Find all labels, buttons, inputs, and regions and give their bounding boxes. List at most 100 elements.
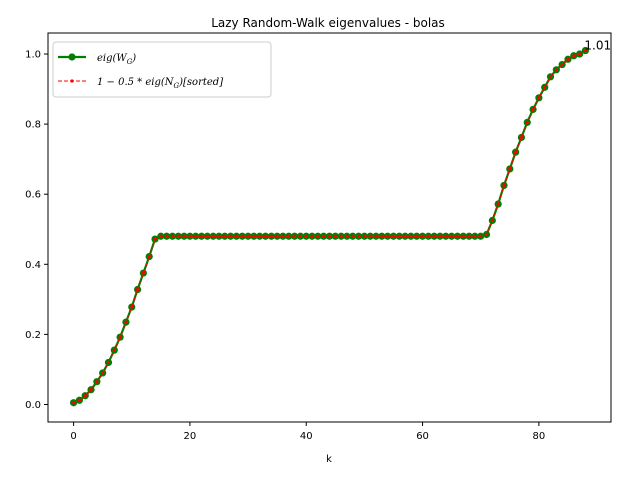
series-1-point (205, 234, 209, 238)
y-tick-label: 0.0 (25, 400, 41, 411)
series-1-point (484, 232, 489, 237)
series-1-point (252, 234, 256, 238)
series-1-point (333, 234, 337, 238)
series-1-point (275, 234, 279, 238)
series-1-point (258, 234, 262, 238)
x-tick-label: 0 (70, 431, 76, 442)
series-1-point (269, 234, 273, 238)
series-1-point (420, 234, 425, 238)
series-1-point (368, 234, 372, 238)
series-1-point (537, 96, 541, 100)
legend-marker-series-0 (68, 53, 76, 61)
series-1-point (281, 234, 285, 238)
legend: eig(WG) 1 − 0.5 * eig(NG)[sorted] (52, 41, 272, 98)
legend-label-series-0-main: eig(W (97, 53, 127, 64)
series-1-point (124, 320, 128, 324)
series-1-point (310, 234, 314, 238)
series-1-point (583, 48, 588, 53)
x-tick-label: 80 (533, 431, 546, 442)
series-1-point (380, 234, 384, 238)
series-1-point (322, 234, 326, 238)
series-1-point (298, 234, 303, 238)
legend-label-series-0-tail: ) (131, 53, 136, 64)
series-1-point (106, 360, 111, 365)
x-tick-label: 40 (300, 431, 313, 442)
series-1-point (525, 120, 529, 124)
y-tick-label: 1.0 (25, 50, 41, 61)
series-1-point (316, 234, 320, 238)
annotation-label: 1.01 (584, 39, 611, 53)
y-axis: 0.0 0.2 0.4 0.6 0.8 1.0 (25, 50, 48, 411)
series-1-point (199, 234, 204, 238)
series-1-point (560, 62, 564, 67)
series-1-point (473, 234, 477, 238)
series-1-point (194, 234, 198, 238)
series-1-point (165, 234, 169, 238)
y-tick-label: 0.2 (25, 330, 41, 341)
plot-frame (47, 32, 612, 423)
series-1-point (77, 398, 82, 402)
series-1-point (432, 234, 436, 238)
series-1-point (490, 218, 494, 223)
series-1-point (211, 234, 215, 238)
series-1-point (246, 234, 250, 238)
x-tick-label: 20 (184, 431, 197, 442)
legend-label-series-1-sub: G (174, 82, 180, 90)
series-1-point (543, 85, 547, 89)
series-1-point (577, 52, 582, 56)
y-tick-label: 0.8 (25, 120, 41, 131)
series-1-point (304, 234, 308, 238)
series-1-point (415, 234, 419, 238)
series-1-point (147, 254, 151, 259)
x-axis-label: k (326, 454, 332, 465)
series-1-point (176, 234, 180, 238)
series-1-point (223, 234, 227, 238)
series-1-point (229, 234, 233, 238)
series-1-line (73, 50, 586, 404)
series-1-point (450, 234, 454, 238)
series-1-point (438, 234, 442, 238)
series-1-point (83, 394, 87, 398)
series-1-point (502, 183, 506, 188)
series-1-point (130, 305, 134, 309)
legend-label-series-0: eig(WG) (97, 53, 136, 66)
series-1-point (403, 234, 407, 238)
series-1-point (514, 150, 518, 154)
series-1-point (118, 335, 122, 339)
series-1-point (141, 271, 145, 275)
series-1-point (362, 234, 366, 238)
y-tick-label: 0.6 (25, 190, 41, 201)
series-1-point (71, 401, 76, 405)
series-layer (69, 46, 590, 407)
series-1-point (386, 234, 390, 238)
series-1-point (89, 388, 93, 392)
annotations: 1.01 (584, 39, 611, 53)
series-1-point (234, 234, 239, 238)
series-1-point (135, 287, 140, 292)
series-1-point (519, 135, 524, 140)
y-tick-label: 0.4 (25, 260, 41, 271)
legend-label-series-1-tail: )[sorted] (178, 77, 223, 88)
series-1-point (188, 234, 192, 238)
series-1-point (426, 234, 430, 238)
series-1-point (356, 234, 361, 238)
series-1-point (182, 234, 186, 238)
legend-box (52, 41, 272, 98)
series-1-point (293, 234, 297, 238)
chart-title: Lazy Random-Walk eigenvalues - bolas (211, 16, 445, 30)
legend-marker-series-1 (70, 79, 74, 83)
series-1-point (479, 234, 483, 238)
series-1-point (153, 237, 157, 241)
series-1-point (112, 348, 116, 352)
series-1-point (554, 68, 558, 72)
series-1-points (71, 48, 588, 405)
series-1-point (287, 234, 291, 238)
series-1-point (508, 167, 512, 171)
series-1-point (263, 234, 268, 238)
legend-label-series-0-sub: G (127, 58, 133, 66)
series-1-point (467, 234, 471, 238)
series-1-point (374, 234, 378, 238)
series-1-point (351, 234, 355, 238)
series-1-point (572, 54, 576, 58)
